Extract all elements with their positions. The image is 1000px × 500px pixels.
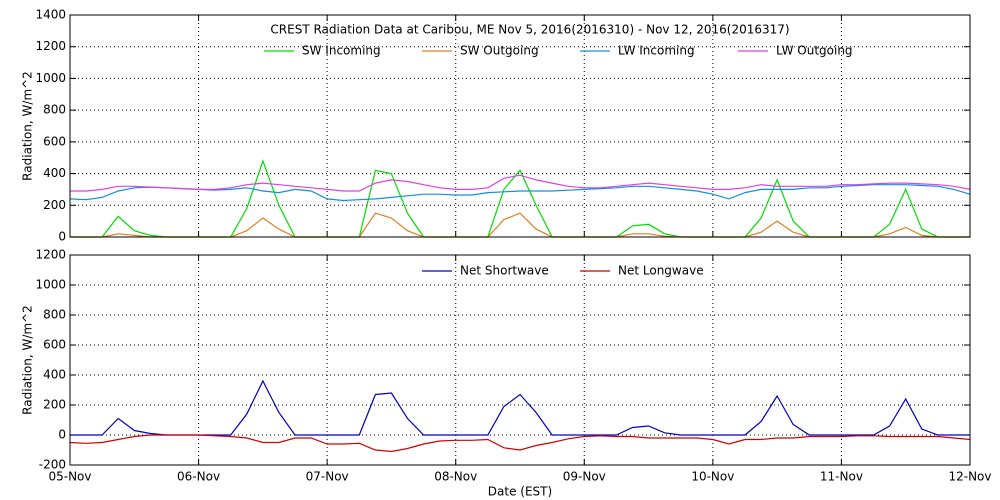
series-line [70,159,970,238]
y-tick-label: 1000 [35,278,66,292]
series-line [70,212,970,238]
y-tick-label: 1200 [35,39,66,53]
y-tick-label: 1400 [35,8,66,22]
y-tick-label: 0 [58,230,66,244]
x-tick-label: 06-Nov [177,470,220,484]
y-tick-label: 600 [43,134,66,148]
x-tick-label: 11-Nov [820,470,863,484]
y-tick-label: 800 [43,103,66,117]
series-line [69,434,971,453]
x-tick-label: 07-Nov [306,470,349,484]
y-axis-label: Radiation, W/m^2 [21,305,35,415]
legend-label: LW Outgoing [776,44,853,58]
y-axis-label: Radiation, W/m^2 [21,71,35,181]
y-tick-label: -200 [39,458,66,472]
plot-frame [69,14,971,238]
y-tick-label: 0 [58,428,66,442]
legend-label: Net Shortwave [460,264,549,278]
legend-label: SW Outgoing [460,44,539,58]
legend-label: Net Longwave [618,264,704,278]
y-tick-label: 400 [43,368,66,382]
x-tick-label: 08-Nov [434,470,477,484]
y-tick-label: 1200 [35,248,66,262]
y-tick-label: 200 [43,198,66,212]
series-line [70,174,971,192]
x-tick-label: 10-Nov [691,470,734,484]
y-tick-label: 800 [43,308,66,322]
y-tick-label: 200 [43,398,66,412]
x-tick-label: 09-Nov [563,470,606,484]
chart-title: CREST Radiation Data at Caribou, ME Nov … [270,23,789,37]
legend-label: SW Incoming [302,44,381,58]
legend-label: LW Incoming [618,44,695,58]
y-tick-label: 600 [43,338,66,352]
series-line [69,184,971,202]
x-tick-label: 05-Nov [48,470,91,484]
plot-frame [69,254,971,466]
y-tick-label: 1000 [35,71,66,85]
x-axis-label: Date (EST) [488,485,552,499]
x-tick-label: 12-Nov [948,470,991,484]
y-tick-label: 400 [43,166,66,180]
series-line [70,379,970,436]
